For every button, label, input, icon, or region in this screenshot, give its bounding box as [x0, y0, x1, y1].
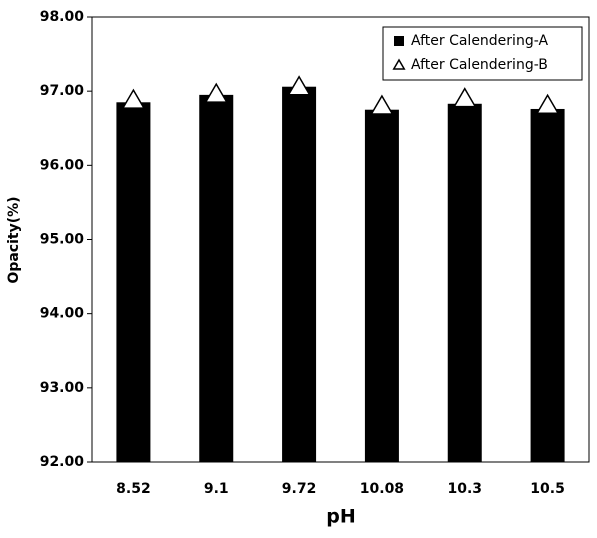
y-tick-label: 95.00 — [40, 232, 85, 248]
x-tick-label: 8.52 — [116, 481, 151, 497]
bar — [199, 94, 234, 462]
bar — [116, 102, 151, 463]
x-tick-label: 10.5 — [530, 481, 565, 497]
bar — [530, 108, 565, 462]
triangle-marker — [370, 94, 394, 115]
x-tick-label: 10.08 — [360, 481, 404, 497]
x-tick-label: 10.3 — [447, 481, 482, 497]
y-tick-label: 93.00 — [40, 380, 85, 396]
bar — [282, 86, 317, 462]
bar — [364, 109, 399, 462]
y-axis-label: Opacity(%) — [6, 196, 22, 283]
x-axis-label: pH — [326, 506, 356, 528]
triangle-marker — [287, 75, 311, 96]
triangle-marker — [204, 82, 229, 103]
triangle-marker — [121, 88, 146, 109]
legend-box — [382, 26, 583, 81]
y-tick-label: 97.00 — [40, 83, 85, 99]
legend-swatch — [392, 58, 406, 70]
y-tick-label: 96.00 — [40, 157, 85, 173]
triangle-marker — [535, 93, 560, 115]
y-tick-label: 94.00 — [40, 306, 85, 322]
legend-swatch — [394, 36, 404, 46]
legend-label: After Calendering-A — [411, 33, 548, 49]
y-tick-label: 92.00 — [40, 454, 85, 470]
x-tick-label: 9.72 — [282, 481, 317, 497]
x-tick-label: 9.1 — [204, 481, 229, 497]
plot-frame — [91, 16, 590, 463]
legend-label: After Calendering-B — [411, 57, 548, 73]
y-tick-label: 98.00 — [40, 9, 85, 25]
triangle-marker — [452, 87, 477, 108]
bar — [447, 103, 482, 463]
